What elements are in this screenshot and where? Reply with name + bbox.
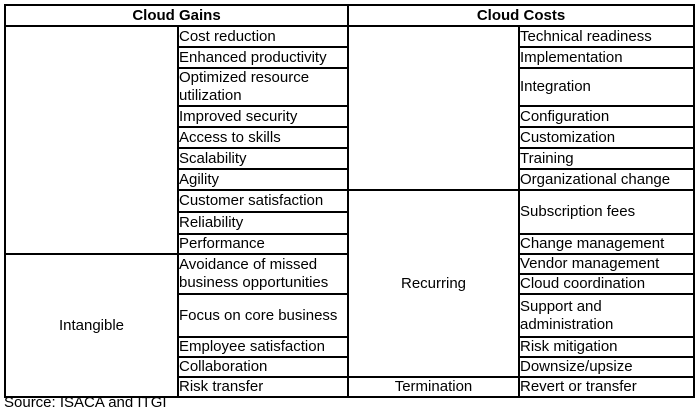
gains-category-empty-cell	[4, 25, 179, 255]
costs-item-cell: Revert or transfer	[518, 376, 695, 398]
costs-item-cell: Risk mitigation	[518, 336, 695, 358]
costs-category-termination-cell: Termination	[347, 376, 520, 398]
costs-item-cell: Cloud coordination	[518, 273, 695, 295]
gains-category-intangible-cell: Intangible	[4, 253, 179, 398]
gains-item-cell: Avoidance of missed business opportuniti…	[177, 253, 349, 295]
costs-item-cell: Support and administration	[518, 293, 695, 338]
gains-item-cell: Enhanced productivity	[177, 46, 349, 69]
costs-category-recurring-cell: Recurring	[347, 189, 520, 378]
source-note: Source: ISACA and ITGI	[4, 394, 167, 411]
costs-item-cell: Downsize/upsize	[518, 356, 695, 378]
costs-item-cell: Technical readiness	[518, 25, 695, 48]
gains-item-cell: Employee satisfaction	[177, 336, 349, 358]
costs-item-cell: Implementation	[518, 46, 695, 69]
gains-item-cell: Scalability	[177, 147, 349, 170]
gains-item-cell: Cost reduction	[177, 25, 349, 48]
costs-item-cell: Subscription fees	[518, 189, 695, 235]
gains-item-cell: Agility	[177, 168, 349, 191]
cloud-gains-costs-table: Cloud Gains Cloud Costs Cost reduction T…	[4, 4, 695, 398]
gains-header-cell: Cloud Gains	[4, 4, 349, 27]
costs-header-cell: Cloud Costs	[347, 4, 695, 27]
gains-item-cell: Performance	[177, 233, 349, 255]
gains-item-cell: Reliability	[177, 211, 349, 235]
gains-item-cell: Collaboration	[177, 356, 349, 378]
gains-item-cell: Focus on core business	[177, 293, 349, 338]
gains-item-cell: Customer satisfaction	[177, 189, 349, 213]
costs-item-cell: Customization	[518, 126, 695, 149]
costs-item-cell: Organizational change	[518, 168, 695, 191]
costs-item-cell: Vendor management	[518, 253, 695, 275]
gains-item-cell: Improved security	[177, 105, 349, 128]
costs-item-cell: Change management	[518, 233, 695, 255]
costs-item-cell: Training	[518, 147, 695, 170]
costs-item-cell: Integration	[518, 67, 695, 107]
gains-item-cell: Risk transfer	[177, 376, 349, 398]
costs-category-empty-cell	[347, 25, 520, 191]
costs-item-cell: Configuration	[518, 105, 695, 128]
gains-item-cell: Access to skills	[177, 126, 349, 149]
gains-item-cell: Optimized resource utilization	[177, 67, 349, 107]
